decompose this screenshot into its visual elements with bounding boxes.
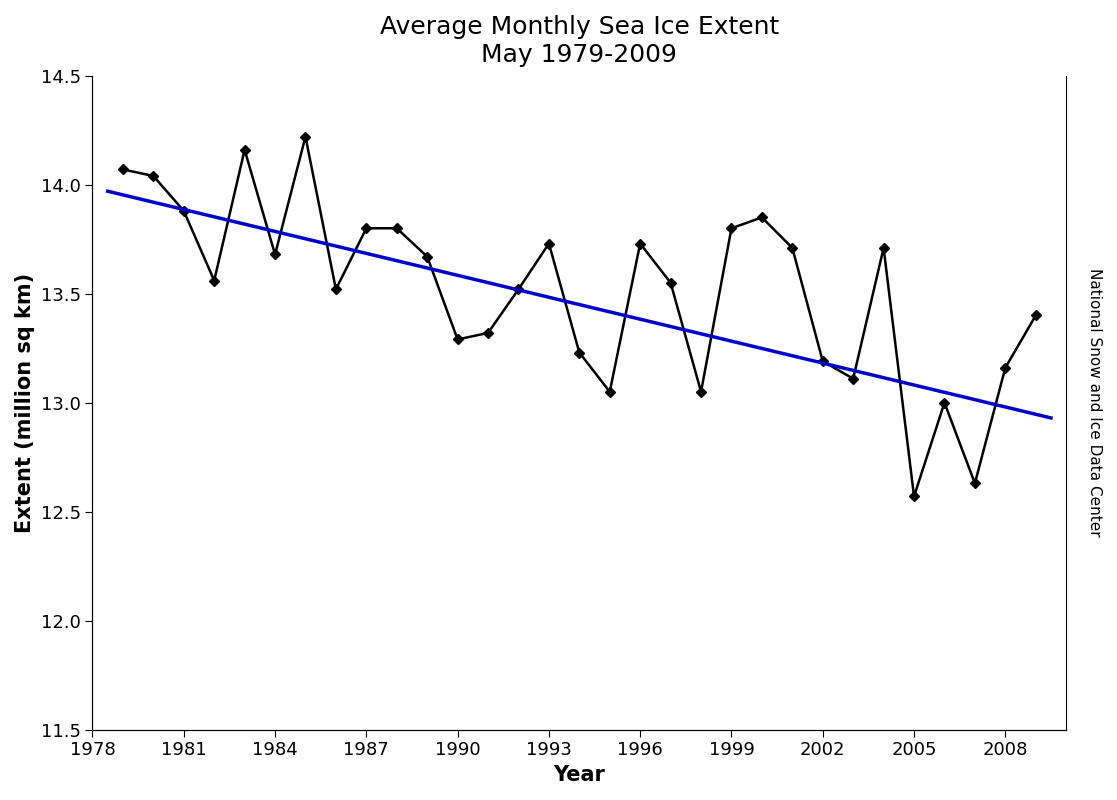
- X-axis label: Year: Year: [553, 765, 605, 785]
- Title: Average Monthly Sea Ice Extent
May 1979-2009: Average Monthly Sea Ice Extent May 1979-…: [380, 15, 779, 66]
- Y-axis label: Extent (million sq km): Extent (million sq km): [15, 273, 35, 533]
- Y-axis label: National Snow and Ice Data Center: National Snow and Ice Data Center: [1087, 268, 1102, 537]
